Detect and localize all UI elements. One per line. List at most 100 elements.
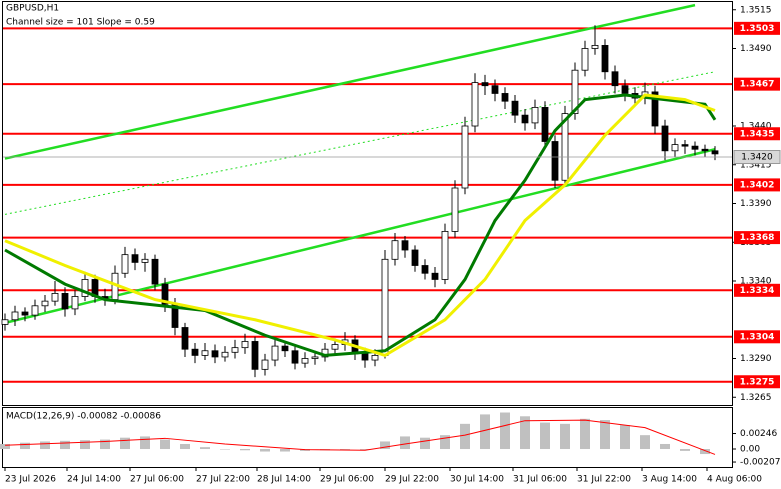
level-label-box xyxy=(734,330,780,344)
macd-bar xyxy=(160,439,170,450)
candle-body xyxy=(621,85,629,94)
macd-bar xyxy=(560,423,570,450)
macd-bar xyxy=(360,449,370,450)
macd-bar xyxy=(600,420,610,450)
macd-bar xyxy=(640,435,650,450)
x-tick-label: 29 Jul 06:00 xyxy=(320,475,374,485)
candle-body xyxy=(661,125,669,152)
macd-bar xyxy=(20,442,30,450)
candle-body xyxy=(1,319,9,325)
y-tick-label: 1.3340 xyxy=(740,277,772,287)
y-tick-label: 1.3440 xyxy=(740,122,772,132)
macd-bar xyxy=(340,449,350,450)
candle-body xyxy=(391,240,399,260)
macd-y-tick-label: 0.00 xyxy=(740,445,760,455)
macd-y-tick-label: 0.00246 xyxy=(740,429,777,439)
macd-bar xyxy=(460,423,470,450)
channel-line xyxy=(4,71,716,215)
x-tick-label: 28 Jul 14:00 xyxy=(257,475,311,485)
macd-bar xyxy=(40,441,50,450)
candle-body xyxy=(381,258,389,356)
level-label-box xyxy=(734,231,780,245)
candle-body xyxy=(571,69,579,114)
level-label: 1.3304 xyxy=(740,332,775,342)
candle-body xyxy=(531,107,539,124)
level-label-box xyxy=(734,127,780,141)
candle-body xyxy=(131,254,139,263)
level-label: 1.3275 xyxy=(740,377,775,387)
channel-line xyxy=(4,148,716,325)
candle-body xyxy=(481,82,489,87)
x-tick-label: 4 Aug 06:00 xyxy=(707,475,762,485)
candle-body xyxy=(291,350,299,364)
candle-body xyxy=(151,258,159,285)
candle-body xyxy=(201,350,209,356)
main-frame xyxy=(2,1,733,406)
candle-body xyxy=(411,249,419,266)
y-tick-label: 1.3265 xyxy=(740,393,772,403)
macd-bar xyxy=(80,440,90,450)
macd-bar xyxy=(140,436,150,450)
candle-body xyxy=(611,71,619,87)
x-tick-label: 23 Jul 2026 xyxy=(5,475,56,485)
macd-bar xyxy=(100,439,110,450)
x-tick-label: 31 Jul 22:00 xyxy=(577,475,631,485)
level-label: 1.3368 xyxy=(740,233,775,243)
candle-body xyxy=(331,344,339,350)
candle-body xyxy=(691,145,699,150)
x-tick-label: 27 Jul 22:00 xyxy=(196,475,250,485)
candle-body xyxy=(601,45,609,73)
y-tick-label: 1.3515 xyxy=(740,5,772,15)
y-tick-label: 1.3390 xyxy=(740,199,772,209)
candle-body xyxy=(581,48,589,71)
macd-bar xyxy=(60,440,70,450)
candle-body xyxy=(541,107,549,142)
macd-bar xyxy=(500,412,510,450)
macd-bar xyxy=(440,435,450,450)
candle-body xyxy=(181,327,189,350)
macd-bar xyxy=(120,437,130,450)
level-label-box xyxy=(734,283,780,297)
candle-body xyxy=(671,144,679,152)
candle-body xyxy=(651,91,659,127)
current-price-box xyxy=(733,150,781,164)
macd-bar xyxy=(400,436,410,450)
candle-body xyxy=(501,93,509,102)
candle-body xyxy=(31,305,39,316)
macd-bar xyxy=(260,449,270,452)
candle-body xyxy=(551,141,559,181)
macd-bar xyxy=(620,425,630,450)
candle-body xyxy=(21,311,29,316)
macd-frame xyxy=(2,407,733,468)
x-tick-label: 3 Aug 14:00 xyxy=(642,475,697,485)
y-tick-label: 1.3290 xyxy=(740,354,772,364)
macd-bar xyxy=(520,416,530,450)
macd-bar xyxy=(540,422,550,450)
level-label-box xyxy=(734,178,780,192)
candle-body xyxy=(451,187,459,232)
candle-body xyxy=(361,353,369,361)
candle-body xyxy=(441,230,449,280)
x-tick-label: 24 Jul 14:00 xyxy=(67,475,121,485)
candle-body xyxy=(521,114,529,124)
macd-signal xyxy=(4,419,716,455)
moving-average xyxy=(4,93,716,358)
moving-average xyxy=(4,93,717,357)
x-tick-label: 30 Jul 14:00 xyxy=(450,475,504,485)
x-tick-label: 29 Jul 22:00 xyxy=(385,475,439,485)
macd-bar xyxy=(380,441,390,450)
candle-body xyxy=(241,341,249,349)
level-label-box xyxy=(734,77,780,91)
candle-body xyxy=(711,150,719,155)
y-tick-label: 1.3415 xyxy=(740,160,772,170)
macd-y-tick-label: -0.00207 xyxy=(740,458,780,468)
macd-bar xyxy=(420,437,430,450)
candle-body xyxy=(211,350,219,358)
candle-body xyxy=(51,292,59,302)
channel-line xyxy=(4,3,696,160)
macd-bar xyxy=(180,443,190,450)
candle-body xyxy=(371,354,379,361)
candle-body xyxy=(231,347,239,353)
macd-bar xyxy=(680,449,690,451)
